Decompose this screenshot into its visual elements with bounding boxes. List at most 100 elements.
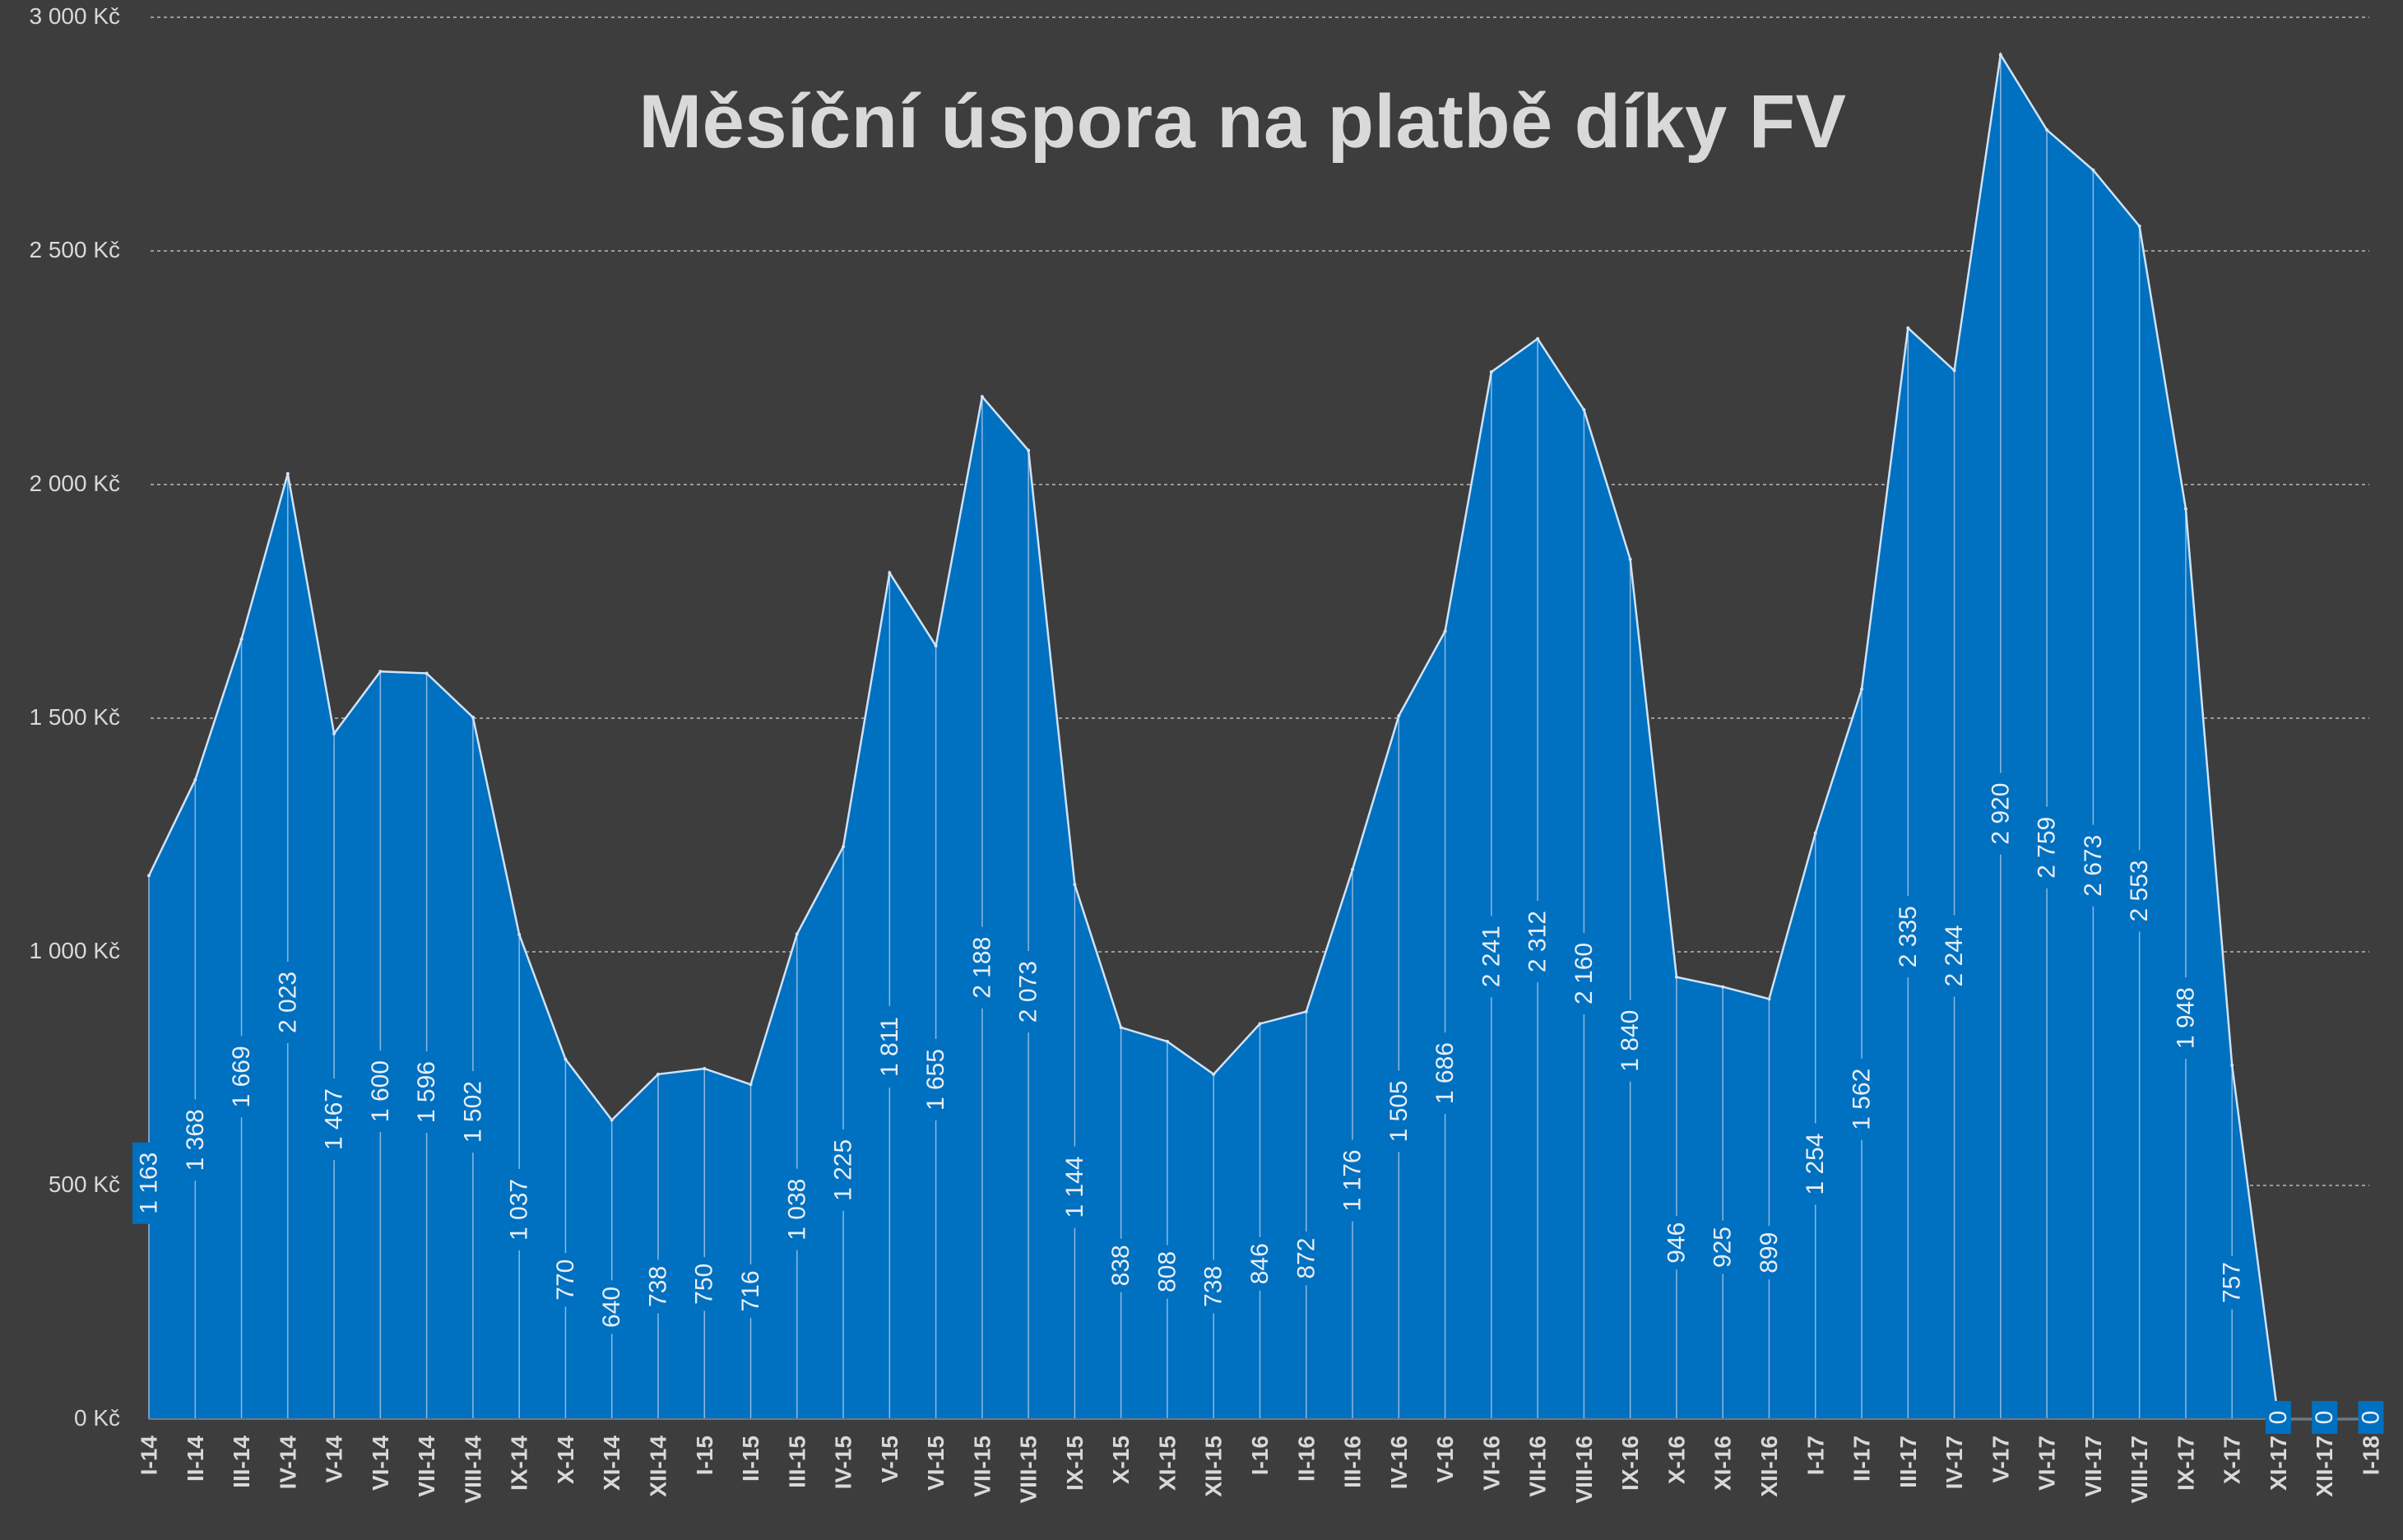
data-label-bg — [1706, 1220, 1740, 1274]
x-tick-label: XI-17 — [2266, 1436, 2291, 1491]
data-label-bg — [1752, 1226, 1786, 1280]
data-label: 1 505 — [1385, 1080, 1413, 1142]
data-label-bg — [2358, 1401, 2384, 1434]
x-tick-label: III-17 — [1895, 1436, 1921, 1488]
data-label-bg — [734, 1264, 768, 1318]
data-label-bg — [780, 1168, 814, 1250]
data-label-bg — [549, 1253, 582, 1307]
data-label: 1 562 — [1849, 1069, 1876, 1130]
data-label-bg — [595, 1280, 629, 1334]
data-point — [656, 1072, 660, 1076]
x-tick-label: II-17 — [1849, 1436, 1875, 1482]
data-label-bg — [2076, 824, 2110, 907]
data-label: 1 686 — [1431, 1042, 1459, 1104]
data-label: 899 — [1756, 1232, 1783, 1273]
x-tick-label: VII-17 — [2081, 1436, 2106, 1497]
x-tick-label: VII-16 — [1525, 1436, 1551, 1497]
data-label-bg — [1104, 1238, 1138, 1292]
data-label: 925 — [1709, 1227, 1737, 1268]
data-point — [1628, 557, 1632, 561]
data-label-bg — [1613, 1000, 1647, 1082]
data-point — [1119, 1026, 1123, 1030]
data-point — [1212, 1072, 1216, 1076]
x-tick-label: IX-14 — [507, 1436, 532, 1491]
data-point — [749, 1083, 753, 1087]
data-label: 1 655 — [922, 1049, 949, 1111]
x-tick-label: V-14 — [322, 1436, 347, 1483]
data-point — [1304, 1009, 1308, 1014]
data-point — [980, 395, 984, 399]
data-label-bg — [641, 1259, 675, 1314]
x-tick-label: VII-15 — [969, 1436, 995, 1497]
x-tick-label: I-15 — [692, 1436, 717, 1475]
x-tick-label: II-16 — [1293, 1436, 1319, 1482]
data-label: 2 335 — [1895, 906, 1922, 967]
data-label-bg — [827, 1129, 861, 1211]
data-label-bg — [503, 1168, 536, 1250]
x-tick-label: VI-14 — [368, 1436, 393, 1491]
x-tick-label: II-15 — [738, 1436, 763, 1482]
data-label: 1 163 — [136, 1153, 163, 1214]
data-label-bg — [1845, 1058, 1879, 1140]
data-label: 2 241 — [1478, 925, 1505, 987]
data-point — [1443, 629, 1447, 633]
data-point — [795, 932, 799, 936]
x-tick-label: I-18 — [2359, 1436, 2384, 1475]
data-point — [2091, 168, 2095, 172]
x-tick-label: XII-16 — [1756, 1436, 1782, 1497]
y-tick-label: 0 Kč — [74, 1405, 120, 1431]
data-point — [1767, 997, 1771, 1001]
data-label: 757 — [2219, 1262, 2246, 1303]
x-tick-label: III-15 — [784, 1436, 810, 1488]
data-point — [1906, 326, 1910, 330]
data-label-bg — [873, 1006, 907, 1088]
x-tick-label: I-17 — [1802, 1436, 1828, 1475]
data-point — [842, 845, 846, 849]
data-label: 1 840 — [1617, 1010, 1644, 1072]
data-label-bg — [688, 1257, 721, 1311]
data-point — [1674, 975, 1678, 979]
data-label: 946 — [1663, 1222, 1690, 1264]
data-label: 0 — [2311, 1411, 2338, 1425]
data-label-bg — [410, 1051, 443, 1134]
x-tick-label: X-15 — [1108, 1436, 1134, 1484]
data-label: 640 — [598, 1287, 625, 1328]
x-tick-label: VIII-15 — [1016, 1436, 1041, 1503]
x-tick-label: VI-15 — [923, 1436, 949, 1491]
x-tick-label: IX-15 — [1062, 1436, 1088, 1491]
data-point — [1027, 448, 1031, 452]
data-label: 1 600 — [367, 1060, 394, 1122]
data-label: 0 — [2265, 1411, 2292, 1425]
x-tick-label: XII-15 — [1201, 1436, 1227, 1497]
data-label-bg — [2169, 977, 2202, 1060]
x-tick-label: XI-15 — [1154, 1436, 1180, 1491]
x-tick-label: VIII-17 — [2127, 1436, 2152, 1503]
x-tick-label: VIII-16 — [1571, 1436, 1597, 1503]
data-label-bg — [1058, 1146, 1092, 1228]
x-tick-label: VII-14 — [414, 1436, 439, 1497]
data-point — [285, 471, 290, 475]
data-label-bg — [1567, 932, 1601, 1014]
data-label-bg — [1150, 1245, 1184, 1299]
data-label-bg — [2122, 850, 2156, 932]
data-point — [1998, 53, 2002, 57]
x-tick-label: VIII-14 — [460, 1436, 485, 1504]
x-tick-label: XI-16 — [1710, 1436, 1736, 1491]
x-tick-label: VI-16 — [1478, 1436, 1504, 1491]
y-tick-label: 500 Kč — [49, 1171, 120, 1197]
x-tick-label: IX-17 — [2173, 1436, 2198, 1491]
data-point — [1582, 408, 1586, 412]
data-point — [378, 670, 383, 674]
y-tick-label: 2 500 Kč — [29, 237, 120, 262]
data-label: 2 920 — [1987, 783, 2014, 845]
data-label-bg — [271, 961, 304, 1043]
y-tick-label: 1 000 Kč — [29, 938, 120, 963]
data-point — [934, 643, 938, 647]
data-point — [239, 638, 244, 642]
data-label-bg — [1474, 916, 1508, 998]
data-label: 2 188 — [968, 937, 995, 999]
data-label-bg — [1891, 896, 1925, 978]
data-point — [1536, 336, 1540, 341]
